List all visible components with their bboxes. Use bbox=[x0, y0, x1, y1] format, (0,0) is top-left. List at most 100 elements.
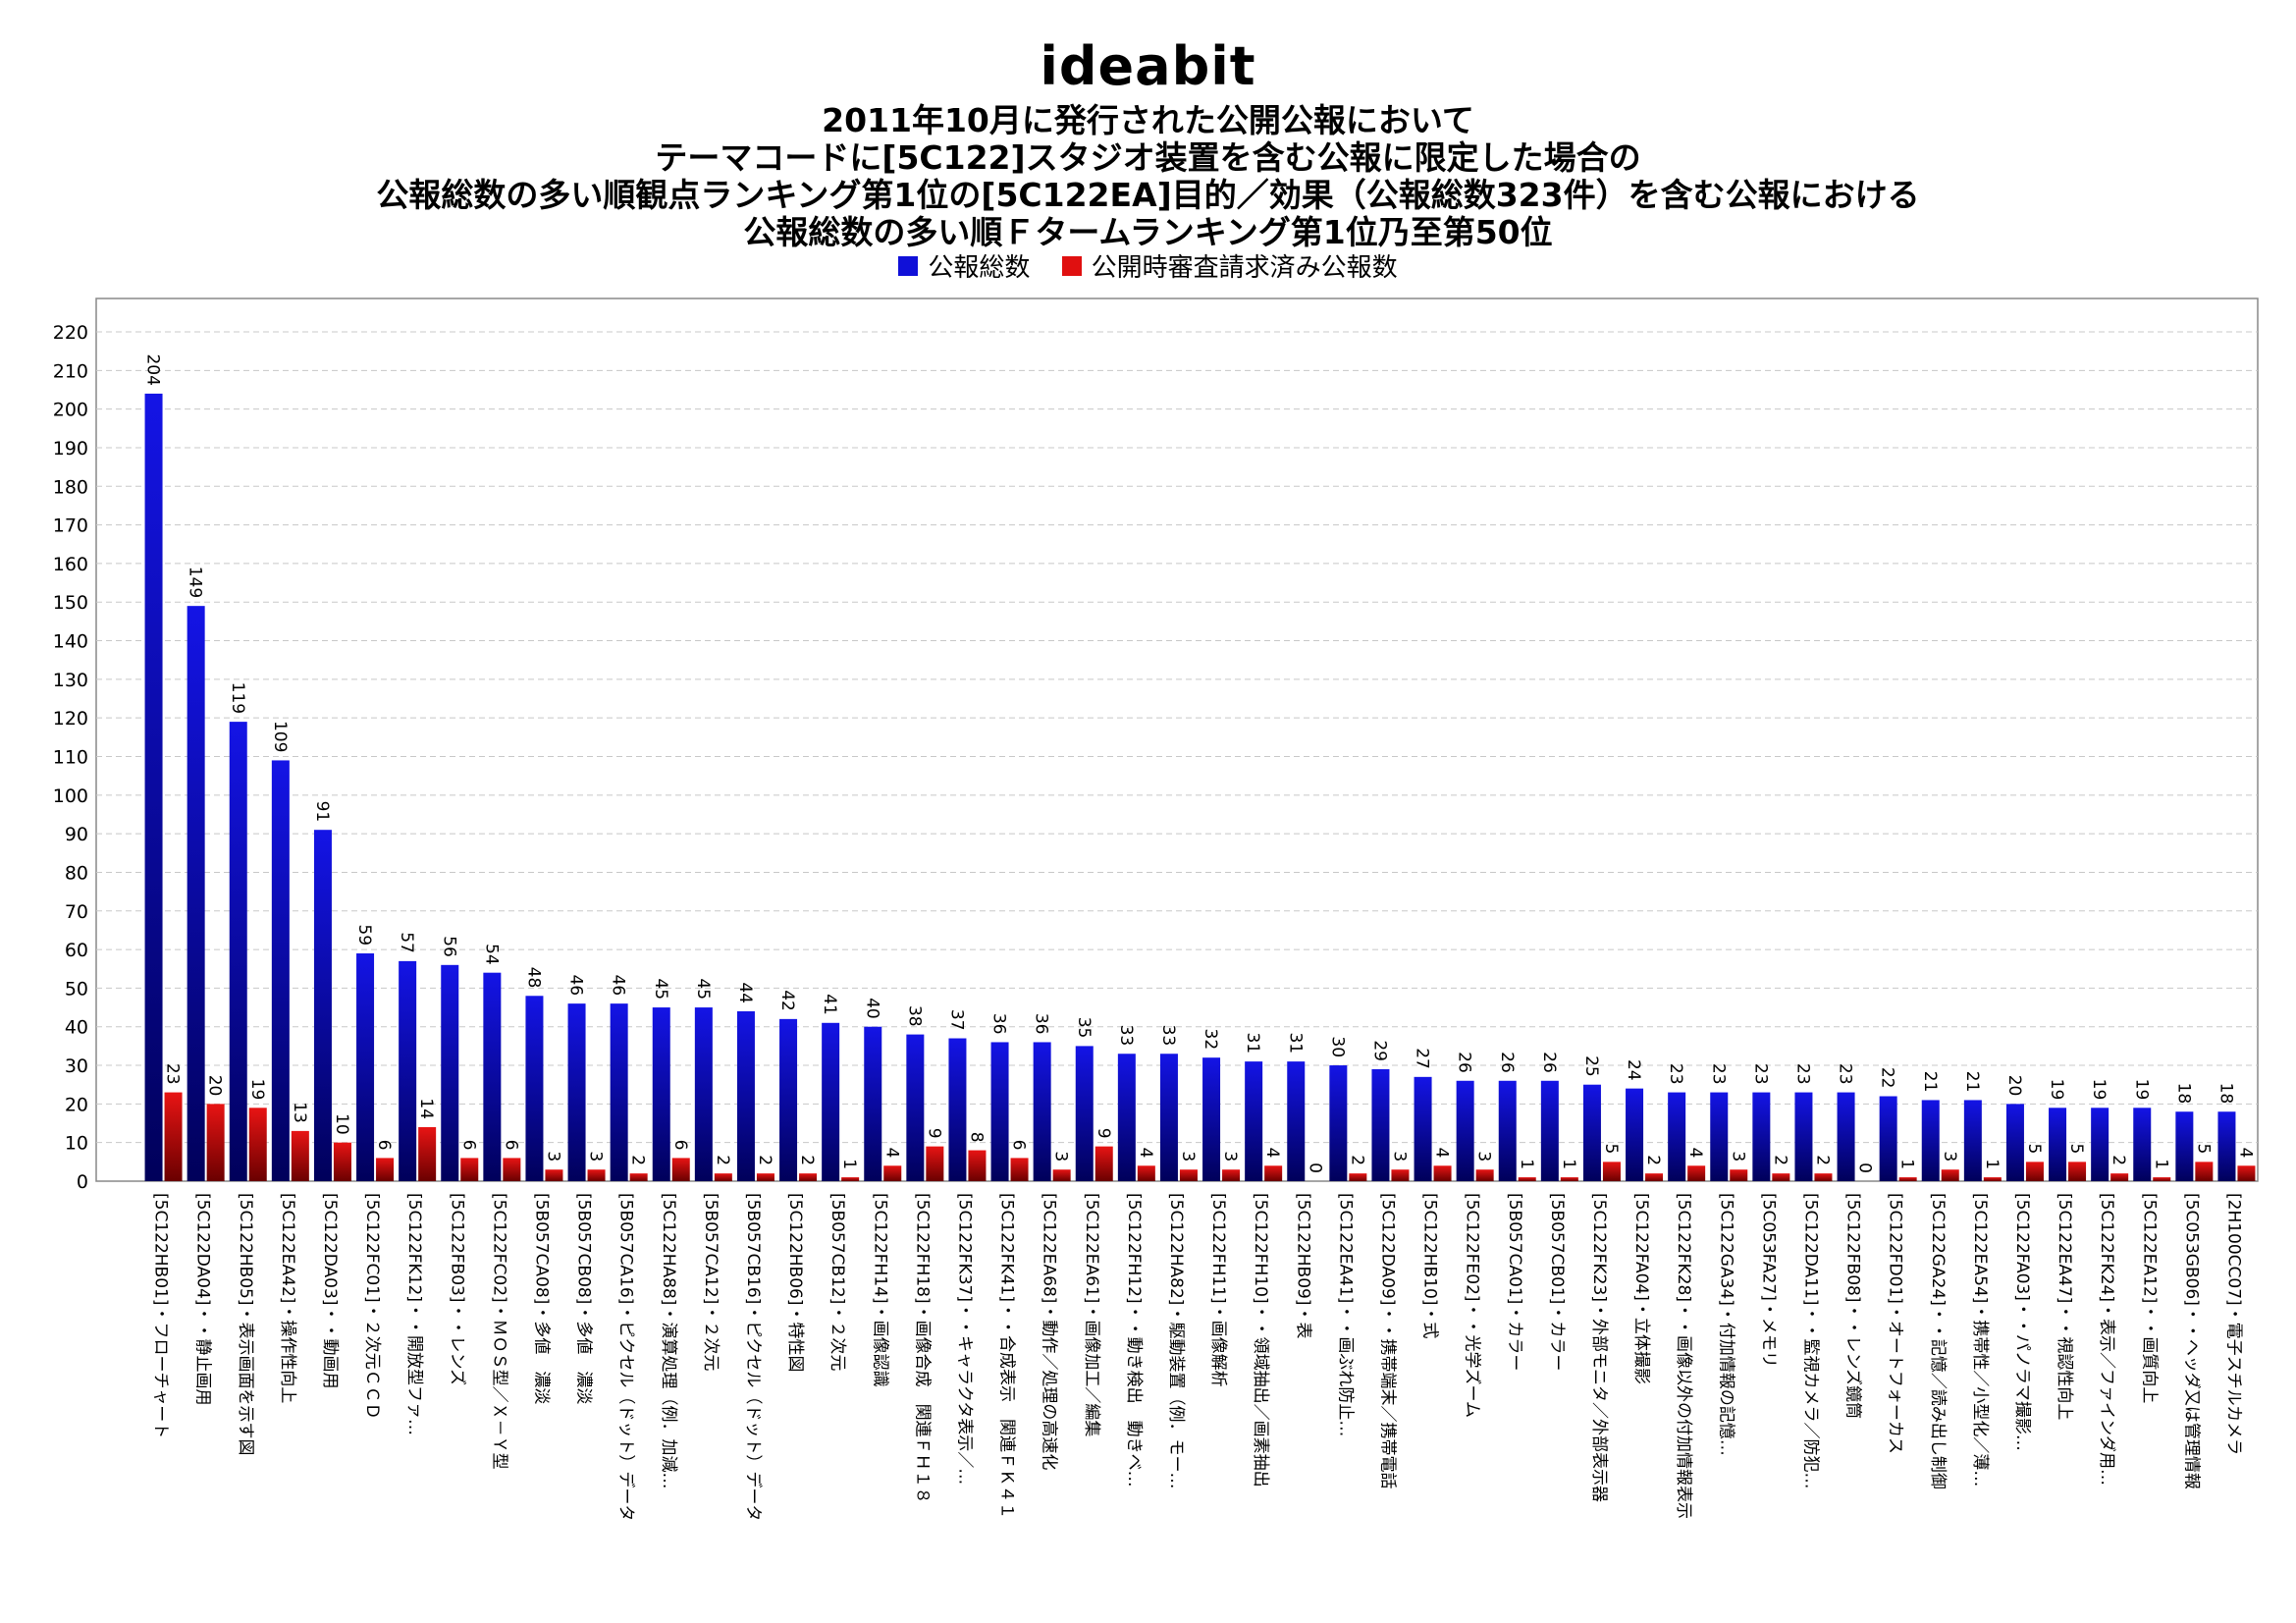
value-label-examined: 4 bbox=[1685, 1147, 1705, 1158]
y-tick-label: 40 bbox=[65, 1017, 88, 1039]
value-label-total: 23 bbox=[1836, 1063, 1855, 1085]
x-tick-label: [2H100CC07]・電子スチルカメラ bbox=[2223, 1193, 2243, 1455]
bar-total bbox=[1456, 1080, 1474, 1181]
value-label-total: 23 bbox=[1750, 1063, 1770, 1085]
chart-title-block: 2011年10月に発行された公開公報において テーマコードに[5C122]スタジ… bbox=[0, 102, 2296, 251]
value-label-examined: 2 bbox=[755, 1155, 774, 1165]
value-label-total: 42 bbox=[777, 990, 797, 1011]
bar-total bbox=[1117, 1054, 1136, 1181]
bar-examined bbox=[841, 1177, 860, 1181]
bar-examined bbox=[1814, 1173, 1833, 1181]
x-tick-label: [5C122FC02]・ＭＯＳ型／Ｘ－Ｙ型 bbox=[489, 1193, 508, 1470]
x-tick-label: [5C122EA54]・携帯性／小型化／薄… bbox=[1970, 1193, 1990, 1487]
bar-total bbox=[271, 760, 290, 1181]
bar-total bbox=[2049, 1108, 2067, 1181]
value-label-total: 91 bbox=[312, 801, 332, 823]
bar-examined bbox=[714, 1173, 732, 1181]
bar-total bbox=[483, 972, 502, 1181]
bar-examined bbox=[1391, 1169, 1410, 1181]
bar-total bbox=[610, 1003, 628, 1181]
value-label-examined: 1 bbox=[1897, 1159, 1917, 1169]
value-label-examined: 4 bbox=[1136, 1147, 1155, 1158]
bar-total bbox=[2175, 1111, 2194, 1181]
value-label-examined: 6 bbox=[501, 1140, 520, 1151]
x-tick-label: [5C122HB10]・式 bbox=[1420, 1193, 1440, 1338]
title-line-3: 公報総数の多い順観点ランキング第1位の[5C122EA]目的／効果（公報総数32… bbox=[376, 176, 1920, 214]
bar-total bbox=[652, 1007, 670, 1181]
bar-total bbox=[1498, 1080, 1517, 1181]
value-label-total: 44 bbox=[735, 982, 755, 1003]
value-label-total: 46 bbox=[566, 974, 586, 996]
value-label-examined: 5 bbox=[2024, 1144, 2044, 1155]
value-label-total: 48 bbox=[523, 967, 543, 989]
value-label-total: 29 bbox=[1369, 1040, 1389, 1061]
bar-total bbox=[525, 996, 544, 1181]
value-label-examined: 1 bbox=[839, 1159, 859, 1169]
y-tick-label: 200 bbox=[53, 400, 88, 421]
y-tick-label: 210 bbox=[53, 360, 88, 382]
value-label-total: 25 bbox=[1581, 1055, 1601, 1077]
x-tick-label: [5C122FA03]・・パノラマ撮影… bbox=[2012, 1193, 2032, 1451]
bar-total bbox=[822, 1022, 840, 1181]
y-tick-label: 110 bbox=[53, 747, 88, 769]
value-label-examined: 10 bbox=[332, 1113, 351, 1135]
x-tick-label: [5C122FK23]・外部モニタ／外部表示器 bbox=[1589, 1193, 1609, 1502]
x-tick-label: [5C122FH10]・・領域抽出／画素抽出 bbox=[1251, 1193, 1270, 1488]
bar-examined bbox=[1983, 1177, 2002, 1181]
x-tick-label: [5C122FK28]・・画像以外の付加情報表示 bbox=[1674, 1193, 1693, 1519]
y-tick-label: 50 bbox=[65, 978, 88, 1000]
value-label-examined: 4 bbox=[881, 1147, 901, 1158]
x-tick-label: [5C122FB03]・・レンズ bbox=[447, 1193, 466, 1385]
bar-examined bbox=[2068, 1162, 2087, 1181]
bar-examined bbox=[418, 1126, 437, 1181]
x-tick-label: [5B057CB01]・カラー bbox=[1547, 1193, 1567, 1371]
bar-total bbox=[1879, 1096, 1897, 1181]
bar-total bbox=[1540, 1080, 1559, 1181]
value-label-total: 46 bbox=[609, 974, 628, 996]
value-label-examined: 3 bbox=[543, 1151, 562, 1162]
bar-examined bbox=[545, 1169, 563, 1181]
x-tick-label: [5B057CB08]・多値 濃淡 bbox=[574, 1193, 594, 1404]
value-label-total: 109 bbox=[270, 721, 290, 752]
value-label-examined: 2 bbox=[2109, 1155, 2128, 1165]
x-tick-label: [5C122FK37]・・キャラクタ表示／… bbox=[954, 1193, 974, 1485]
value-label-total: 45 bbox=[651, 978, 670, 1000]
plot-area-frame bbox=[95, 298, 2259, 1182]
bar-examined bbox=[503, 1158, 521, 1181]
value-label-examined: 6 bbox=[374, 1140, 394, 1151]
value-label-total: 18 bbox=[2216, 1083, 2235, 1105]
value-label-examined: 3 bbox=[1220, 1151, 1240, 1162]
value-label-total: 26 bbox=[1455, 1052, 1474, 1073]
bar-total bbox=[1159, 1054, 1178, 1181]
value-label-examined: 2 bbox=[1770, 1155, 1789, 1165]
x-tick-label: [5C122FA04]・立体撮影 bbox=[1631, 1193, 1651, 1384]
bar-examined bbox=[1475, 1169, 1494, 1181]
x-tick-label: [5C122HB09]・表 bbox=[1293, 1193, 1312, 1338]
bar-examined bbox=[2195, 1162, 2214, 1181]
value-label-total: 36 bbox=[989, 1013, 1009, 1035]
value-label-total: 119 bbox=[228, 682, 247, 714]
value-label-examined: 1 bbox=[1559, 1159, 1578, 1169]
x-tick-label: [5C122FK12]・・開放型ファ… bbox=[404, 1193, 424, 1435]
value-label-examined: 3 bbox=[586, 1151, 606, 1162]
bar-examined bbox=[1772, 1173, 1790, 1181]
bar-total bbox=[2091, 1108, 2109, 1181]
value-label-total: 23 bbox=[1792, 1063, 1812, 1085]
y-tick-label: 10 bbox=[65, 1133, 88, 1155]
bar-examined bbox=[968, 1150, 987, 1181]
value-label-total: 27 bbox=[1413, 1048, 1432, 1069]
bar-examined bbox=[2237, 1165, 2256, 1181]
value-label-examined: 3 bbox=[1940, 1151, 1959, 1162]
x-tick-label: [5C122EA42]・操作性向上 bbox=[278, 1193, 297, 1403]
value-label-total: 31 bbox=[1285, 1032, 1305, 1054]
value-label-examined: 3 bbox=[1051, 1151, 1071, 1162]
x-tick-label: [5C053FA27]・メモリ bbox=[1758, 1193, 1778, 1368]
bar-total bbox=[1371, 1068, 1390, 1181]
value-label-total: 35 bbox=[1074, 1017, 1094, 1039]
value-label-total: 56 bbox=[439, 936, 458, 957]
value-label-total: 57 bbox=[397, 932, 416, 953]
value-label-examined: 2 bbox=[797, 1155, 817, 1165]
x-tick-label: [5C122EA47]・・視認性向上 bbox=[2055, 1193, 2074, 1420]
x-tick-label: [5C122EA61]・画像加工／編集 bbox=[1082, 1193, 1101, 1436]
y-tick-label: 20 bbox=[65, 1094, 88, 1115]
